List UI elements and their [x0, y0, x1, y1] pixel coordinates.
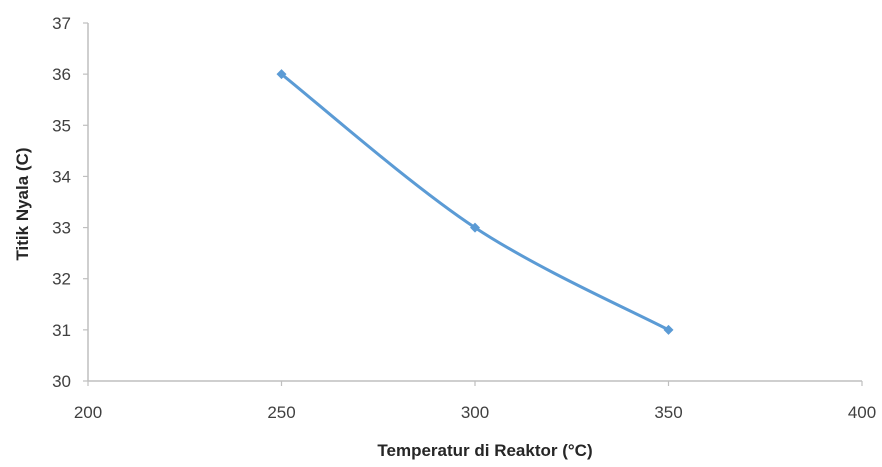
data-point-marker: [276, 69, 287, 80]
y-tick-label: 37: [52, 14, 71, 33]
axes: [87, 23, 862, 382]
x-tick-label: 300: [461, 403, 489, 422]
y-tick-label: 31: [52, 321, 71, 340]
y-tick-label: 35: [52, 116, 71, 135]
y-axis-title: Titik Nyala (C): [13, 147, 32, 260]
x-tick-label: 350: [654, 403, 682, 422]
x-tick-label: 400: [848, 403, 876, 422]
data-point-marker: [663, 324, 674, 335]
series-line: [280, 72, 670, 332]
y-tick-label: 32: [52, 270, 71, 289]
x-tick-labels: 200 250 300 350 400: [74, 381, 876, 422]
series-group: [276, 69, 674, 335]
y-tick-labels: 30 31 32 33 34 35 36 37: [52, 14, 88, 391]
x-tick-label: 200: [74, 403, 102, 422]
x-axis-title: Temperatur di Reaktor (°C): [377, 441, 592, 460]
y-tick-label: 30: [52, 372, 71, 391]
y-tick-label: 33: [52, 219, 71, 238]
y-tick-label: 36: [52, 65, 71, 84]
x-tick-label: 250: [267, 403, 295, 422]
y-tick-label: 34: [52, 167, 71, 186]
data-point-marker: [470, 222, 480, 233]
